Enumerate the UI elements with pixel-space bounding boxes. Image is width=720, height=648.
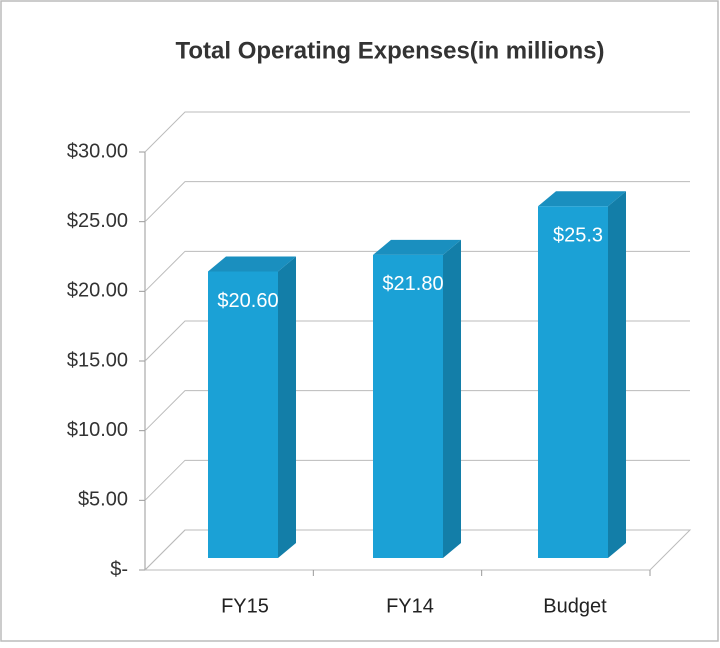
y-tick-label: $- [110, 558, 128, 580]
data-label: $20.60 [217, 290, 278, 312]
x-tick-label: FY14 [386, 595, 434, 617]
bar-front [208, 271, 278, 558]
grid-line [144, 390, 690, 432]
grid-line [144, 459, 690, 501]
y-tick-label: $5.00 [78, 489, 128, 511]
y-tick-label: $20.00 [67, 280, 128, 302]
grid-line [144, 111, 690, 153]
bar-front [538, 206, 608, 558]
grid-line [144, 250, 690, 292]
y-tick-label: $10.00 [67, 419, 128, 441]
bar-side [608, 191, 626, 558]
bar-side [443, 239, 461, 558]
bar [538, 191, 626, 558]
x-tick-label: Budget [543, 595, 607, 617]
grid-line [144, 529, 690, 571]
data-label: $21.80 [382, 273, 443, 295]
data-label: $25.3 [553, 224, 603, 246]
y-tick-label: $25.00 [67, 210, 128, 232]
grid-line [144, 181, 690, 223]
x-tick-label: FY15 [221, 595, 269, 617]
bar-top [373, 239, 461, 255]
bar-top [538, 191, 626, 207]
bar [208, 256, 296, 558]
y-tick-label: $15.00 [67, 349, 128, 371]
y-tick-label: $30.00 [67, 140, 128, 162]
grid-line [144, 320, 690, 362]
bar [373, 239, 461, 558]
bar-top [208, 256, 296, 272]
bar-front [373, 254, 443, 558]
bar-side [278, 256, 296, 558]
chart-title: Total Operating Expenses(in millions) [176, 37, 605, 64]
